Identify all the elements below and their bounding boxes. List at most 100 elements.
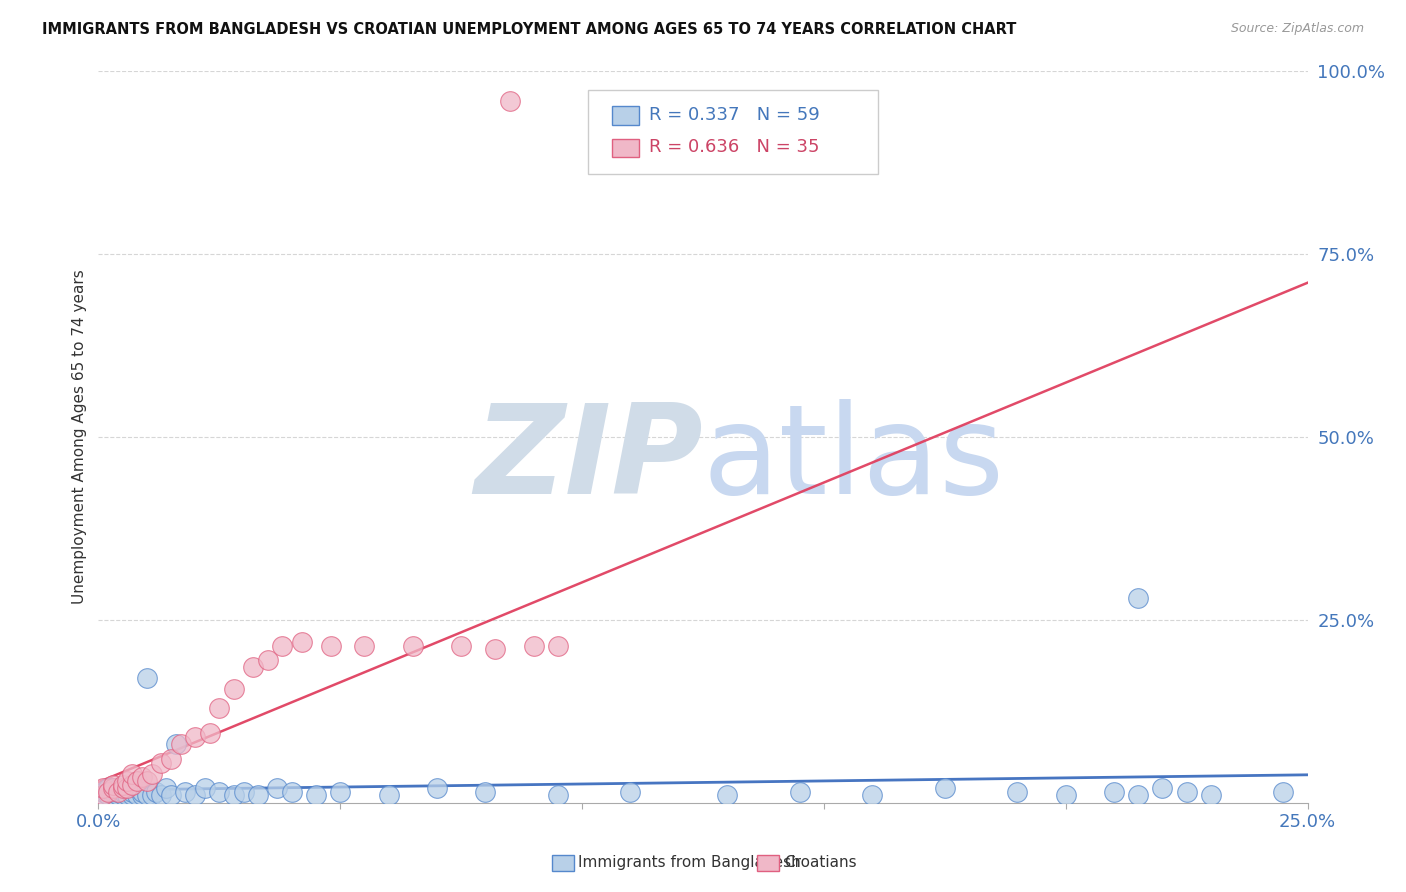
- Point: [101, 781, 124, 796]
- Point: [1152, 781, 1174, 796]
- Point: [91, 785, 114, 799]
- Point: [91, 789, 114, 803]
- Point: [353, 639, 375, 653]
- Point: [256, 653, 278, 667]
- Text: Immigrants from Bangladesh: Immigrants from Bangladesh: [578, 855, 801, 870]
- Point: [329, 785, 352, 799]
- Point: [271, 639, 294, 653]
- Point: [111, 789, 134, 803]
- Point: [934, 781, 956, 796]
- Text: ZIP: ZIP: [474, 399, 703, 519]
- FancyBboxPatch shape: [588, 90, 879, 174]
- Point: [266, 781, 288, 796]
- Point: [91, 789, 114, 803]
- Point: [160, 752, 183, 766]
- Point: [1102, 785, 1125, 799]
- Point: [290, 635, 312, 649]
- Point: [141, 766, 163, 780]
- Point: [860, 789, 883, 803]
- Point: [281, 785, 304, 799]
- Point: [121, 766, 143, 780]
- Text: R = 0.337   N = 59: R = 0.337 N = 59: [648, 105, 820, 123]
- Point: [117, 773, 139, 788]
- Point: [523, 639, 546, 653]
- Point: [107, 781, 129, 796]
- Point: [474, 785, 496, 799]
- Point: [141, 789, 163, 803]
- Point: [547, 789, 569, 803]
- Point: [135, 773, 157, 788]
- Point: [716, 789, 738, 803]
- Point: [1175, 785, 1198, 799]
- Point: [1272, 785, 1295, 799]
- Point: [111, 778, 134, 792]
- Point: [402, 639, 425, 653]
- Point: [450, 639, 472, 653]
- Bar: [613, 138, 638, 157]
- Point: [1128, 789, 1150, 803]
- Point: [111, 781, 134, 796]
- Point: [174, 785, 197, 799]
- Point: [101, 778, 124, 792]
- Point: [135, 789, 157, 803]
- Bar: [758, 855, 779, 871]
- Point: [145, 785, 167, 799]
- Point: [121, 789, 143, 803]
- Point: [319, 639, 342, 653]
- Point: [107, 785, 129, 799]
- Point: [91, 781, 114, 796]
- Point: [107, 789, 129, 803]
- Point: [184, 730, 207, 744]
- Point: [101, 789, 124, 803]
- Point: [547, 639, 569, 653]
- Point: [111, 781, 134, 796]
- Point: [498, 94, 520, 108]
- Point: [155, 781, 177, 796]
- Point: [1128, 591, 1150, 605]
- Point: [117, 781, 139, 796]
- Point: [242, 660, 264, 674]
- Point: [117, 781, 139, 796]
- Bar: [613, 106, 638, 125]
- Bar: [551, 855, 574, 871]
- Point: [97, 781, 120, 796]
- Point: [131, 789, 153, 803]
- Point: [208, 700, 231, 714]
- Point: [484, 642, 506, 657]
- Point: [232, 785, 254, 799]
- Text: atlas: atlas: [703, 399, 1005, 519]
- Point: [121, 785, 143, 799]
- Point: [107, 785, 129, 799]
- Point: [198, 726, 221, 740]
- Point: [160, 789, 183, 803]
- Point: [111, 785, 134, 799]
- Point: [150, 756, 173, 770]
- Point: [165, 737, 187, 751]
- Point: [222, 682, 245, 697]
- Point: [208, 785, 231, 799]
- Point: [127, 773, 149, 788]
- Point: [247, 789, 270, 803]
- Point: [184, 789, 207, 803]
- Point: [117, 789, 139, 803]
- Point: [131, 785, 153, 799]
- Point: [305, 789, 328, 803]
- Point: [377, 789, 399, 803]
- Point: [150, 789, 173, 803]
- Text: R = 0.636   N = 35: R = 0.636 N = 35: [648, 137, 820, 156]
- Text: Croatians: Croatians: [785, 855, 856, 870]
- Point: [1199, 789, 1222, 803]
- Point: [135, 672, 157, 686]
- Point: [1054, 789, 1077, 803]
- Y-axis label: Unemployment Among Ages 65 to 74 years: Unemployment Among Ages 65 to 74 years: [72, 269, 87, 605]
- Point: [426, 781, 449, 796]
- Point: [101, 781, 124, 796]
- Point: [789, 785, 811, 799]
- Point: [131, 770, 153, 784]
- Point: [619, 785, 641, 799]
- Text: IMMIGRANTS FROM BANGLADESH VS CROATIAN UNEMPLOYMENT AMONG AGES 65 TO 74 YEARS CO: IMMIGRANTS FROM BANGLADESH VS CROATIAN U…: [42, 22, 1017, 37]
- Point: [127, 789, 149, 803]
- Text: Source: ZipAtlas.com: Source: ZipAtlas.com: [1230, 22, 1364, 36]
- Point: [121, 778, 143, 792]
- Point: [101, 785, 124, 799]
